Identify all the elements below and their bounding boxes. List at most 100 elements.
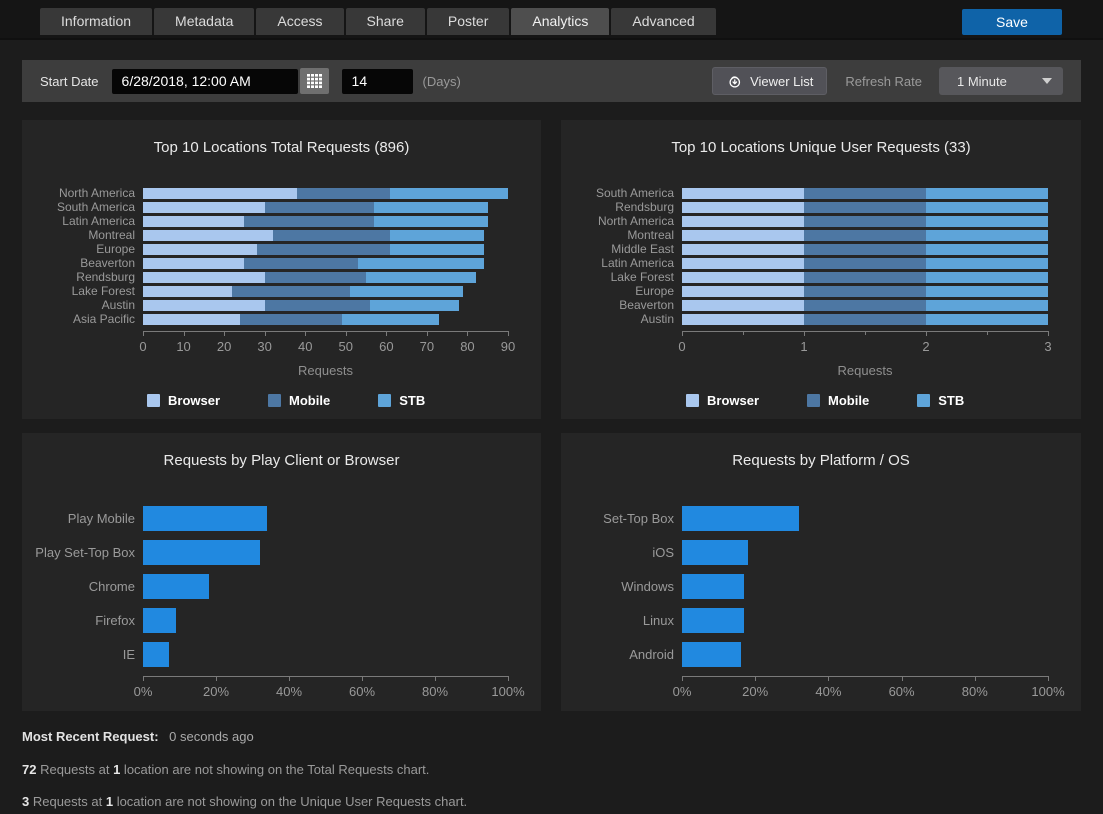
- bar-track: [143, 186, 508, 200]
- axis-tick-label: 60: [379, 339, 394, 354]
- bar-segment-browser: [143, 201, 265, 213]
- legend-label-mobile: Mobile: [828, 393, 870, 408]
- legend-label-browser: Browser: [707, 393, 760, 408]
- save-button[interactable]: Save: [962, 9, 1062, 35]
- chart-row: Linux: [561, 603, 1081, 637]
- axis-tick-label: 100%: [491, 684, 525, 699]
- bar-segment-browser: [682, 313, 804, 325]
- chart-row: Rendsburg: [561, 200, 1081, 214]
- bar-segment-stb: [926, 313, 1048, 325]
- bar: [143, 505, 268, 531]
- viewer-list-button[interactable]: Viewer List: [712, 67, 828, 95]
- category-label: Play Mobile: [67, 510, 135, 526]
- bar-track: [682, 228, 1048, 242]
- chart-title: Requests by Play Client or Browser: [163, 452, 400, 469]
- category-label: Austin: [101, 298, 135, 312]
- most-recent-request-value: 0 seconds ago: [169, 729, 254, 744]
- bar: [143, 641, 169, 667]
- category-label: iOS: [652, 544, 674, 560]
- axis-tick-label: 20: [216, 339, 232, 354]
- most-recent-request: Most Recent Request: 0 seconds ago: [22, 729, 1081, 744]
- chart-row: South America: [561, 186, 1081, 200]
- panel-platform-os: Requests by Platform / OS Set-Top Box iOS…: [561, 433, 1081, 711]
- category-label: IE: [122, 646, 135, 662]
- tab-poster[interactable]: Poster: [426, 8, 510, 35]
- legend-item-stb: STB: [378, 393, 425, 408]
- tab-metadata[interactable]: Metadata: [154, 8, 255, 35]
- chart-row: Beaverton: [561, 298, 1081, 312]
- legend-swatch-stb: [378, 394, 392, 407]
- axis-tick-label: 0%: [672, 684, 692, 699]
- tab-advanced[interactable]: Advanced: [611, 8, 716, 35]
- bar-segment-mobile: [244, 215, 375, 227]
- legend-swatch-mobile: [268, 394, 282, 407]
- bar-track: [143, 242, 508, 256]
- category-label: Lake Forest: [71, 284, 135, 298]
- bar-track: [143, 501, 508, 535]
- chart-row: Chrome: [22, 569, 541, 603]
- bar-segment-stb: [926, 299, 1048, 311]
- category-label: Play Set-Top Box: [35, 544, 135, 560]
- chart-row: Middle East: [561, 242, 1081, 256]
- bar-segment-browser: [143, 257, 245, 269]
- category-label: Austin: [640, 312, 674, 326]
- chart-row: Rendsburg: [22, 270, 541, 284]
- bar-segment-stb: [390, 229, 484, 241]
- bar-track: [143, 298, 508, 312]
- chevron-down-icon: [1042, 78, 1052, 84]
- bar-segment-browser: [682, 229, 804, 241]
- chart-legend: Browser Mobile STB: [147, 393, 541, 408]
- days-input[interactable]: [341, 68, 413, 94]
- bar-track: [143, 214, 508, 228]
- bar-track: [143, 312, 508, 326]
- bar-track: [143, 603, 508, 637]
- chart-row: Windows: [561, 569, 1081, 603]
- bar: [682, 539, 748, 565]
- axis-tick-label: 40: [297, 339, 313, 354]
- legend-swatch-mobile: [807, 394, 821, 407]
- chart-row: Play Set-Top Box: [22, 535, 541, 569]
- tab-information[interactable]: Information: [40, 8, 153, 35]
- axis-tick-label: 90: [500, 339, 516, 354]
- axis-tick-label: 80%: [961, 684, 988, 699]
- bar-segment-mobile: [804, 215, 926, 227]
- category-label: Montreal: [627, 228, 674, 242]
- refresh-rate-label: Refresh Rate: [845, 73, 922, 89]
- refresh-rate-select[interactable]: 1 Minute: [939, 67, 1063, 95]
- bar-segment-stb: [926, 257, 1048, 269]
- play-client-chart: Play Mobile Play Set-Top Box Chrome Firefox…: [22, 501, 541, 702]
- bar-track: [143, 535, 508, 569]
- tab-analytics[interactable]: Analytics: [511, 8, 610, 35]
- category-label: Rendsburg: [615, 200, 674, 214]
- bar-segment-mobile: [804, 201, 926, 213]
- bar-segment-browser: [682, 257, 804, 269]
- legend-swatch-browser: [147, 394, 160, 407]
- chart-row: Latin America: [22, 214, 541, 228]
- legend-swatch-stb: [917, 394, 931, 407]
- calendar-button[interactable]: [299, 68, 329, 94]
- bar-segment-stb: [357, 257, 484, 269]
- chart-row: Play Mobile: [22, 501, 541, 535]
- bar-segment-browser: [143, 243, 257, 255]
- axis-tick-label: 80: [460, 339, 475, 354]
- legend-label-stb: STB: [938, 393, 965, 408]
- chart-row: Montreal: [561, 228, 1081, 242]
- chart-title: Top 10 Locations Unique User Requests (3…: [671, 139, 971, 156]
- bar: [682, 573, 745, 599]
- chart-row: Austin: [561, 312, 1081, 326]
- chart-row: Europe: [561, 284, 1081, 298]
- start-date-input[interactable]: [111, 68, 298, 94]
- legend-label-mobile: Mobile: [289, 393, 331, 408]
- chart-row: iOS: [561, 535, 1081, 569]
- tab-access[interactable]: Access: [256, 8, 344, 35]
- category-label: Asia Pacific: [72, 312, 135, 326]
- chart-row: Set-Top Box: [561, 501, 1081, 535]
- bar-track: [682, 270, 1048, 284]
- bar-track: [682, 200, 1048, 214]
- chart-panels: Top 10 Locations Total Requests (896) No…: [22, 120, 1081, 711]
- platform-os-chart: Set-Top Box iOS Windows Linux Android 0% 20% 4…: [561, 501, 1081, 702]
- bar: [682, 641, 741, 667]
- tab-share[interactable]: Share: [345, 8, 425, 35]
- bar: [143, 573, 209, 599]
- category-label: Middle East: [611, 242, 674, 256]
